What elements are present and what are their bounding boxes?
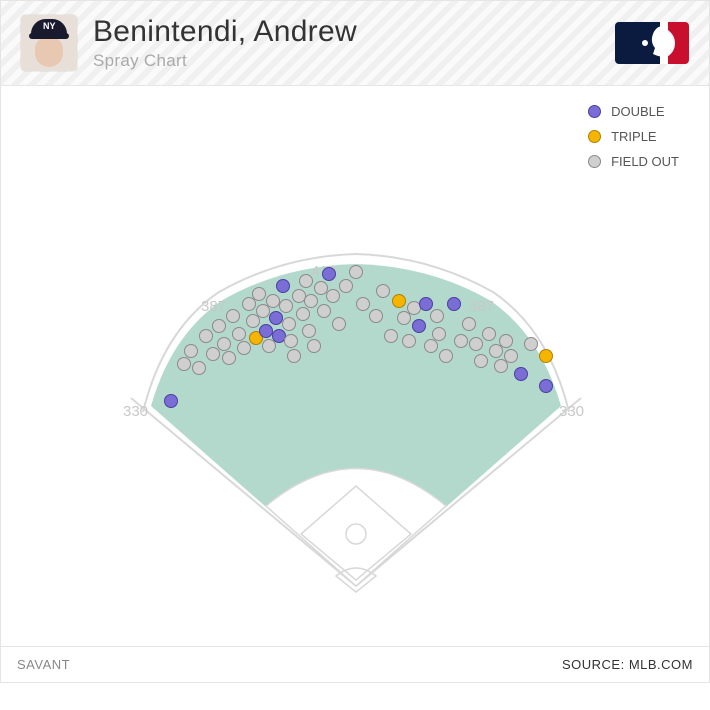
hit-marker-out	[300, 275, 313, 288]
hit-marker-out	[253, 288, 266, 301]
hit-marker-out	[525, 338, 538, 351]
hit-marker-out	[223, 352, 236, 365]
hit-marker-out	[470, 338, 483, 351]
hit-marker-out	[431, 310, 444, 323]
hit-marker-double	[448, 298, 461, 311]
hit-marker-out	[327, 290, 340, 303]
hit-marker-out	[440, 350, 453, 363]
distance-label: 387	[469, 298, 494, 315]
hit-marker-out	[318, 305, 331, 318]
hit-marker-triple	[540, 350, 553, 363]
hit-marker-out	[495, 360, 508, 373]
hit-marker-out	[233, 328, 246, 341]
footer: SAVANT SOURCE: MLB.COM	[1, 646, 709, 682]
hit-marker-out	[297, 308, 310, 321]
hit-marker-out	[505, 350, 518, 363]
hit-marker-out	[293, 290, 306, 303]
distance-label: 387	[201, 298, 226, 315]
hit-marker-out	[433, 328, 446, 341]
hit-marker-double	[413, 320, 426, 333]
hit-marker-out	[315, 282, 328, 295]
hit-marker-out	[283, 318, 296, 331]
hit-marker-out	[377, 285, 390, 298]
hit-marker-out	[288, 350, 301, 363]
hit-marker-out	[403, 335, 416, 348]
hit-marker-out	[340, 280, 353, 293]
hit-marker-double	[273, 330, 286, 343]
hit-marker-out	[243, 298, 256, 311]
hit-marker-out	[425, 340, 438, 353]
footer-source: SOURCE: MLB.COM	[562, 657, 693, 672]
player-name: Benintendi, Andrew	[93, 15, 615, 49]
hit-marker-out	[500, 335, 513, 348]
hit-marker-double	[165, 395, 178, 408]
title-block: Benintendi, Andrew Spray Chart	[93, 15, 615, 71]
hit-marker-double	[260, 325, 273, 338]
footer-left: SAVANT	[17, 657, 70, 672]
hit-marker-out	[280, 300, 293, 313]
hit-marker-out	[490, 345, 503, 358]
hit-marker-out	[350, 266, 363, 279]
hit-marker-out	[257, 305, 270, 318]
header: NY Benintendi, Andrew Spray Chart	[1, 1, 709, 86]
hit-marker-out	[303, 325, 316, 338]
hit-marker-double	[270, 312, 283, 325]
hit-marker-out	[370, 310, 383, 323]
spray-chart-card: NY Benintendi, Andrew Spray Chart DOUBLE…	[0, 0, 710, 683]
hit-marker-out	[385, 330, 398, 343]
hit-marker-out	[200, 330, 213, 343]
hit-marker-double	[323, 268, 336, 281]
hit-marker-out	[455, 335, 468, 348]
hit-marker-out	[483, 328, 496, 341]
player-avatar: NY	[21, 15, 77, 71]
hit-marker-triple	[393, 295, 406, 308]
hit-marker-out	[238, 342, 251, 355]
hit-marker-out	[227, 310, 240, 323]
hit-marker-double	[515, 368, 528, 381]
field-diagram: 330387410387330	[1, 86, 710, 646]
hit-marker-out	[285, 335, 298, 348]
hit-marker-out	[178, 358, 191, 371]
hit-marker-double	[277, 280, 290, 293]
hit-marker-out	[193, 362, 206, 375]
hit-marker-out	[408, 302, 421, 315]
hit-marker-out	[308, 340, 321, 353]
hit-marker-out	[185, 345, 198, 358]
hit-marker-out	[398, 312, 411, 325]
cap-logo: NY	[43, 21, 56, 31]
hit-marker-out	[218, 338, 231, 351]
hit-marker-out	[263, 340, 276, 353]
hit-marker-double	[420, 298, 433, 311]
hit-marker-out	[333, 318, 346, 331]
hit-marker-out	[357, 298, 370, 311]
distance-label: 330	[123, 403, 148, 420]
mlb-logo-icon	[615, 22, 689, 64]
hit-marker-out	[475, 355, 488, 368]
hit-marker-out	[207, 348, 220, 361]
hit-marker-out	[463, 318, 476, 331]
distance-label: 330	[559, 403, 584, 420]
hit-marker-out	[267, 295, 280, 308]
hit-marker-double	[540, 380, 553, 393]
hit-marker-out	[305, 295, 318, 308]
hit-marker-out	[247, 315, 260, 328]
hit-marker-out	[213, 320, 226, 333]
chart-area: DOUBLE TRIPLE FIELD OUT 330387410387330	[1, 86, 709, 646]
chart-subtitle: Spray Chart	[93, 51, 615, 71]
